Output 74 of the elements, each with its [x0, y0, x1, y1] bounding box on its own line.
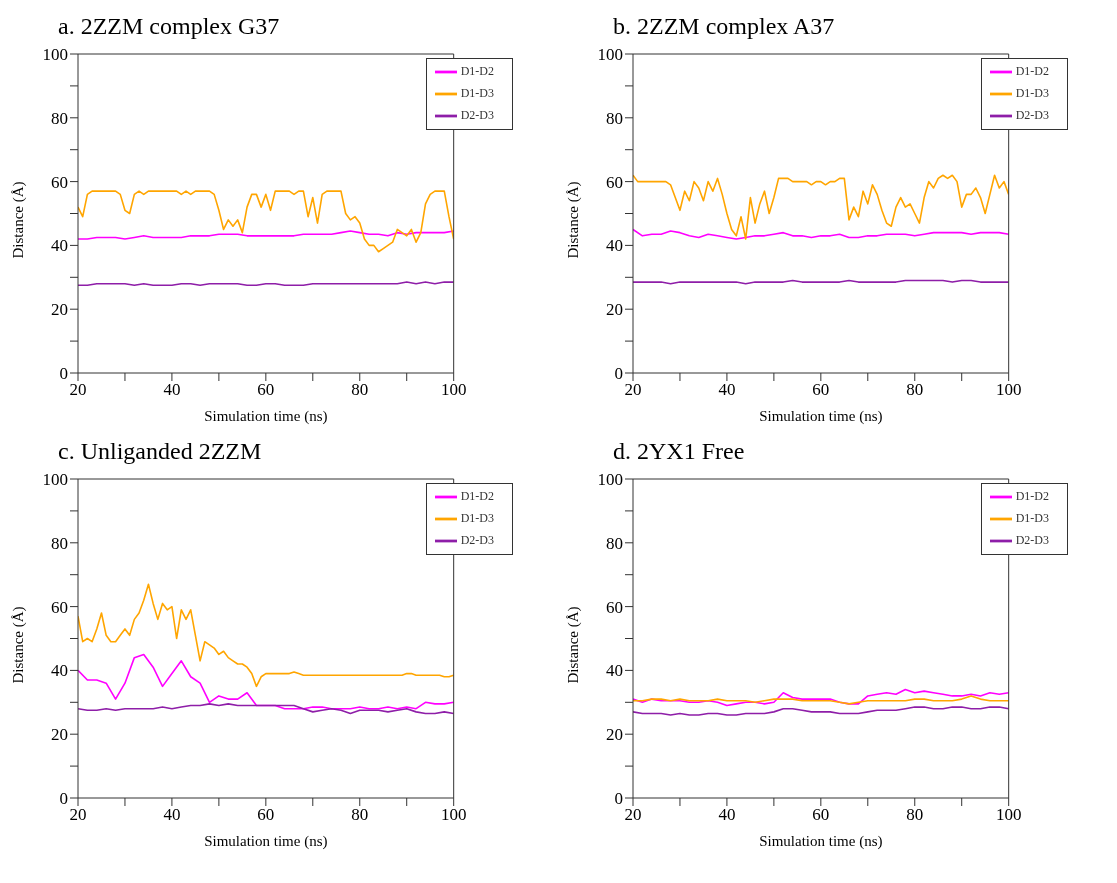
- legend-label: D1-D2: [1015, 63, 1049, 78]
- y-axis-title: Distance (Å): [565, 606, 583, 684]
- y-tick-label: 100: [42, 45, 68, 65]
- y-tick-label: 80: [51, 108, 68, 128]
- y-tick-label: 60: [51, 597, 68, 617]
- legend-label: D1-D2: [460, 488, 494, 503]
- legend-label: D1-D3: [460, 85, 494, 100]
- y-axis-title: Distance (Å): [565, 181, 583, 259]
- y-tick-label: 0: [614, 364, 623, 384]
- x-tick-label: 40: [163, 380, 181, 400]
- chart-title: d. 2YX1 Free: [612, 437, 746, 466]
- x-tick-label: 60: [257, 805, 275, 825]
- y-tick-label: 60: [51, 172, 68, 192]
- y-tick-label: 40: [606, 236, 623, 256]
- legend-label: D1-D2: [460, 63, 494, 78]
- line-series: [633, 228, 1009, 240]
- line-series: [633, 688, 1009, 707]
- y-tick-label: 20: [51, 300, 68, 320]
- y-tick-label: 20: [606, 725, 623, 745]
- y-tick-label: 100: [597, 45, 623, 65]
- y-tick-label: 0: [614, 789, 623, 809]
- x-tick-label: 80: [906, 805, 924, 825]
- x-tick-label: 60: [257, 380, 275, 400]
- chart-title: c. Unliganded 2ZZM: [57, 437, 263, 466]
- x-tick-label: 60: [812, 380, 830, 400]
- line-series: [78, 653, 454, 710]
- line-series: [78, 230, 454, 240]
- line-series: [633, 695, 1009, 705]
- x-axis-title: Simulation time (ns): [759, 408, 883, 425]
- y-tick-label: 80: [51, 533, 68, 553]
- x-tick-label: 100: [995, 380, 1022, 400]
- y-tick-label: 20: [606, 300, 623, 320]
- legend-label: D1-D3: [1015, 85, 1049, 100]
- legend-label: D2-D3: [460, 532, 494, 547]
- x-tick-label: 40: [718, 805, 736, 825]
- x-tick-label: 80: [351, 805, 369, 825]
- y-axis-title: Distance (Å): [10, 606, 28, 684]
- y-tick-label: 60: [606, 172, 623, 192]
- y-tick-label: 80: [606, 533, 623, 553]
- line-series: [633, 706, 1009, 716]
- x-tick-label: 80: [351, 380, 369, 400]
- line-series: [78, 703, 454, 715]
- legend-label: D2-D3: [1015, 107, 1049, 122]
- legend-label: D2-D3: [460, 107, 494, 122]
- x-axis-title: Simulation time (ns): [759, 833, 883, 850]
- x-tick-label: 80: [906, 380, 924, 400]
- y-axis-title: Distance (Å): [10, 181, 28, 259]
- y-tick-label: 60: [606, 597, 623, 617]
- y-tick-label: 40: [51, 661, 68, 681]
- y-tick-label: 100: [42, 470, 68, 490]
- y-tick-label: 40: [606, 661, 623, 681]
- chart-title: a. 2ZZM complex G37: [57, 12, 281, 41]
- x-axis-title: Simulation time (ns): [204, 408, 328, 425]
- y-tick-label: 80: [606, 108, 623, 128]
- legend-label: D1-D3: [460, 510, 494, 525]
- x-axis-title: Simulation time (ns): [204, 833, 328, 850]
- x-tick-label: 100: [995, 805, 1022, 825]
- legend-label: D1-D2: [1015, 488, 1049, 503]
- y-tick-label: 100: [597, 470, 623, 490]
- x-tick-label: 100: [440, 380, 467, 400]
- x-tick-label: 40: [163, 805, 181, 825]
- line-series: [633, 174, 1009, 240]
- y-tick-label: 20: [51, 725, 68, 745]
- chart-title: b. 2ZZM complex A37: [612, 12, 836, 41]
- line-series: [78, 190, 454, 253]
- x-tick-label: 40: [718, 380, 736, 400]
- y-tick-label: 0: [59, 789, 68, 809]
- legend-label: D2-D3: [1015, 532, 1049, 547]
- line-series: [78, 583, 454, 688]
- y-tick-label: 40: [51, 236, 68, 256]
- x-tick-label: 100: [440, 805, 467, 825]
- legend-label: D1-D3: [1015, 510, 1049, 525]
- x-tick-label: 60: [812, 805, 830, 825]
- y-tick-label: 0: [59, 364, 68, 384]
